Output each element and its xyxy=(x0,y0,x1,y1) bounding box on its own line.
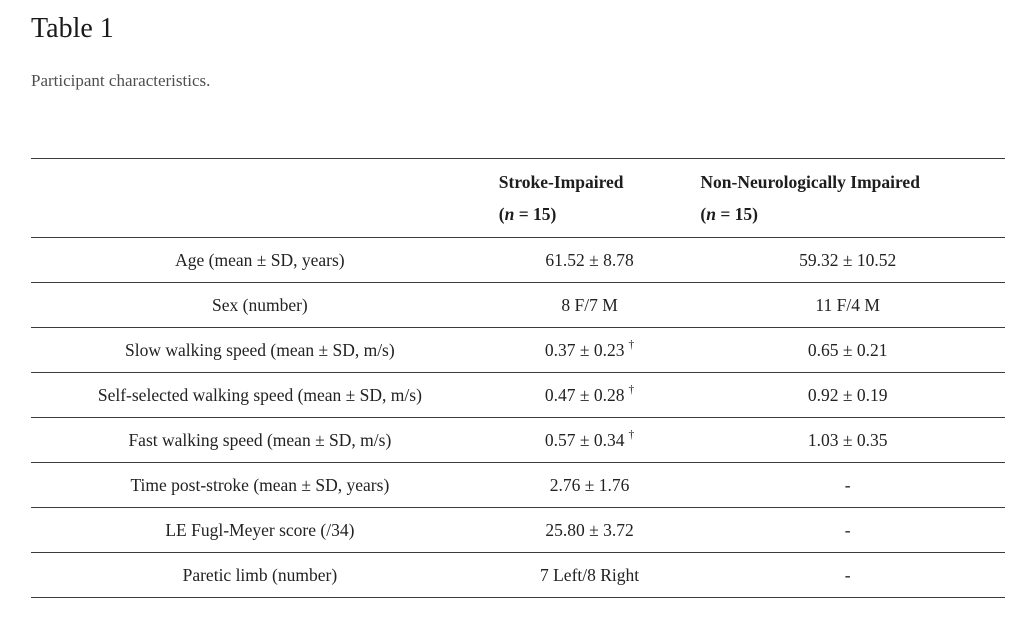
header-row: Stroke-Impaired (n = 15) Non-Neurologica… xyxy=(31,158,1005,238)
row-label: LE Fugl-Meyer score (/34) xyxy=(31,507,489,553)
stroke-value: 0.47 ± 0.28 † xyxy=(488,372,691,418)
stroke-value: 61.52 ± 8.78 xyxy=(488,237,691,283)
stroke-value-text: 7 Left/8 Right xyxy=(539,565,640,585)
stroke-value-text: 8 F/7 M xyxy=(561,295,618,315)
n-variable: n xyxy=(706,204,716,224)
dagger-marker: † xyxy=(628,384,635,397)
paren-open: ( xyxy=(700,204,707,224)
header-non-neurologically-impaired: Non-Neurologically Impaired (n = 15) xyxy=(690,158,1005,238)
stroke-value: 2.76 ± 1.76 xyxy=(488,462,691,508)
row-label: Paretic limb (number) xyxy=(31,552,489,598)
header-empty-cell xyxy=(31,158,489,238)
header-stroke-line2: (n = 15) xyxy=(499,198,681,230)
n-count: = 15) xyxy=(514,204,557,224)
stroke-value-text: 61.52 ± 8.78 xyxy=(545,250,634,270)
n-count: = 15) xyxy=(715,204,758,224)
table-row: Paretic limb (number) 7 Left/8 Right - xyxy=(31,552,1005,598)
table-row: Self-selected walking speed (mean ± SD, … xyxy=(31,372,1005,418)
control-value: - xyxy=(690,507,1005,553)
table-caption: Participant characteristics. xyxy=(31,71,211,90)
header-stroke-impaired: Stroke-Impaired (n = 15) xyxy=(488,158,691,238)
row-label: Sex (number) xyxy=(31,282,489,328)
stroke-value-text: 0.47 ± 0.28 xyxy=(544,385,625,405)
n-variable: n xyxy=(504,204,515,224)
participant-characteristics-table: Stroke-Impaired (n = 15) Non-Neurologica… xyxy=(31,158,1005,598)
table-row: Time post-stroke (mean ± SD, years) 2.76… xyxy=(31,462,1005,508)
table-row: Slow walking speed (mean ± SD, m/s) 0.37… xyxy=(31,327,1005,373)
stroke-value: 8 F/7 M xyxy=(488,282,691,328)
row-label: Age (mean ± SD, years) xyxy=(31,237,489,283)
control-value: 11 F/4 M xyxy=(690,282,1005,328)
header-control-line2: (n = 15) xyxy=(700,198,995,230)
table-row: Sex (number) 8 F/7 M 11 F/4 M xyxy=(31,282,1005,328)
control-value: 0.92 ± 0.19 xyxy=(690,372,1005,418)
stroke-value-text: 2.76 ± 1.76 xyxy=(549,475,630,495)
header-control-line1: Non-Neurologically Impaired xyxy=(700,172,920,192)
header-stroke-line1: Stroke-Impaired xyxy=(498,172,624,192)
table-row: LE Fugl-Meyer score (/34) 25.80 ± 3.72 - xyxy=(31,507,1005,553)
table-title: Table 1 xyxy=(31,13,114,44)
control-value: - xyxy=(690,552,1005,598)
control-value: 59.32 ± 10.52 xyxy=(690,237,1005,283)
row-label: Self-selected walking speed (mean ± SD, … xyxy=(31,372,489,418)
paren-open: ( xyxy=(498,204,505,224)
stroke-value: 0.57 ± 0.34 † xyxy=(488,417,691,463)
stroke-value: 25.80 ± 3.72 xyxy=(488,507,691,553)
stroke-value-text: 0.37 ± 0.23 xyxy=(544,340,625,360)
stroke-value-text: 25.80 ± 3.72 xyxy=(545,520,634,540)
control-value: 0.65 ± 0.21 xyxy=(690,327,1005,373)
stroke-value: 0.37 ± 0.23 † xyxy=(488,327,691,373)
control-value: - xyxy=(690,462,1005,508)
table-row: Fast walking speed (mean ± SD, m/s) 0.57… xyxy=(31,417,1005,463)
stroke-value: 7 Left/8 Right xyxy=(488,552,691,598)
table-row: Age (mean ± SD, years) 61.52 ± 8.78 59.3… xyxy=(31,237,1005,283)
dagger-marker: † xyxy=(628,429,635,442)
control-value: 1.03 ± 0.35 xyxy=(690,417,1005,463)
row-label: Time post-stroke (mean ± SD, years) xyxy=(31,462,489,508)
row-label: Fast walking speed (mean ± SD, m/s) xyxy=(31,417,489,463)
row-label: Slow walking speed (mean ± SD, m/s) xyxy=(31,327,489,373)
stroke-value-text: 0.57 ± 0.34 xyxy=(544,430,625,450)
dagger-marker: † xyxy=(628,339,635,352)
